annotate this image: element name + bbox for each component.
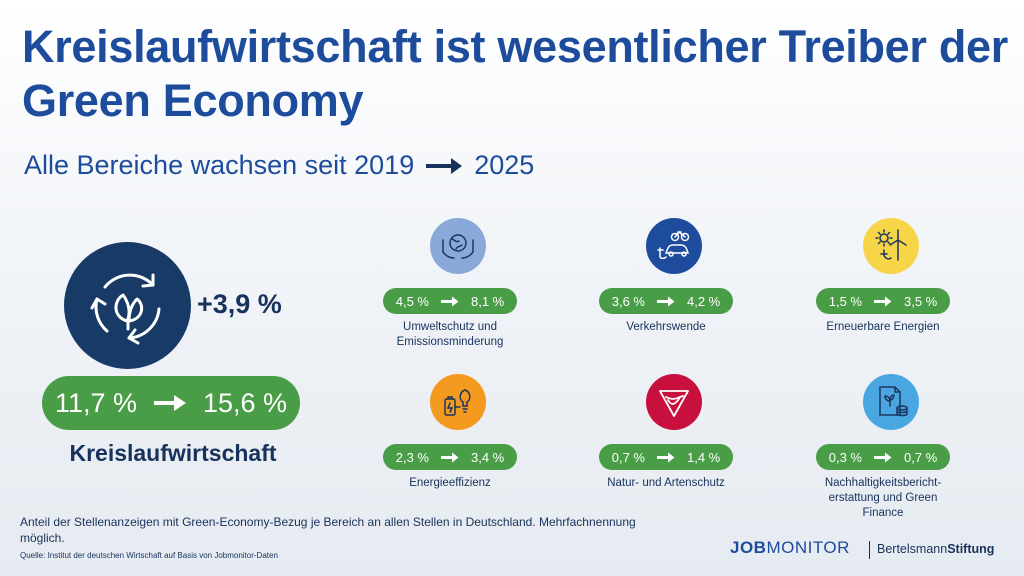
category-label: Energieeffizienz	[409, 477, 491, 489]
category-label: Nachhaltigkeitsbericht-erstattung und Gr…	[824, 477, 942, 519]
circular-economy-icon	[64, 242, 191, 369]
value-from: 4,5 %	[395, 293, 429, 309]
arrow-right-icon	[426, 157, 463, 174]
bird-icon	[646, 374, 702, 430]
arrow-right-icon	[657, 296, 675, 306]
globe-hands-icon	[430, 218, 486, 274]
bertelsmann-text: Bertelsmann	[877, 542, 948, 556]
main-from: 11,7 %	[54, 387, 137, 418]
value-from: 0,3 %	[828, 449, 862, 465]
main-label: Kreislaufwirtschaft	[69, 440, 277, 466]
category-label: Verkehrswende	[626, 321, 706, 333]
value-to: 4,2 %	[687, 293, 721, 309]
stiftung-text: Stiftung	[947, 542, 995, 556]
report-coins-icon	[863, 374, 919, 430]
footnote: Anteil der Stellenanzeigen mit Green-Eco…	[20, 515, 636, 545]
arrow-right-icon	[441, 452, 459, 462]
source-note: Quelle: Institut der deutschen Wirtschaf…	[20, 551, 278, 560]
arrow-right-icon	[874, 452, 892, 462]
page-title: Kreislaufwirtschaft ist wesentlicher Tre…	[22, 21, 1008, 126]
category-pill: 0,3 % 0,7 %	[816, 444, 950, 470]
value-to: 8,1 %	[471, 293, 505, 309]
value-from: 2,3 %	[395, 449, 429, 465]
category-pill: 3,6 % 4,2 %	[599, 288, 733, 314]
main-value-pill: 11,7 % 15,6 %	[42, 376, 300, 430]
category-pill: 0,7 % 1,4 %	[599, 444, 733, 470]
category-label: Natur- und Artenschutz	[607, 477, 725, 489]
value-to: 3,4 %	[471, 449, 505, 465]
main-to: 15,6 %	[203, 387, 288, 418]
arrow-right-icon	[874, 296, 892, 306]
category-pill: 2,3 % 3,4 %	[383, 444, 517, 470]
subtitle-prefix: Alle Bereiche wachsen seit 2019	[24, 150, 415, 180]
subtitle-suffix: 2025	[474, 150, 535, 180]
jobmonitor-logo: JOBMONITOR	[730, 538, 850, 558]
category-pill: 1,5 % 3,5 %	[816, 288, 950, 314]
jobmonitor-logo-bold: JOB	[730, 538, 767, 557]
value-from: 0,7 %	[611, 449, 645, 465]
value-to: 3,5 %	[904, 293, 938, 309]
category-label: Erneuerbare Energien	[826, 321, 940, 333]
battery-bulb-icon	[430, 374, 486, 430]
value-to: 1,4 %	[687, 449, 721, 465]
category-pill: 4,5 % 8,1 %	[383, 288, 517, 314]
arrow-right-icon	[154, 395, 186, 411]
arrow-right-icon	[441, 296, 459, 306]
page-subtitle: Alle Bereiche wachsen seit 2019 2025	[24, 150, 534, 181]
value-to: 0,7 %	[904, 449, 938, 465]
category-label: Umweltschutz und Emissionsminderung	[396, 321, 504, 348]
logo-divider	[869, 541, 870, 559]
value-from: 1,5 %	[828, 293, 862, 309]
bike-ecar-icon	[646, 218, 702, 274]
sun-windturbine-icon	[863, 218, 919, 274]
arrow-right-icon	[657, 452, 675, 462]
jobmonitor-logo-rest: MONITOR	[766, 538, 850, 557]
bertelsmann-stiftung-logo: BertelsmannStiftung	[877, 542, 994, 556]
main-delta: +3,9 %	[197, 289, 282, 319]
value-from: 3,6 %	[611, 293, 645, 309]
